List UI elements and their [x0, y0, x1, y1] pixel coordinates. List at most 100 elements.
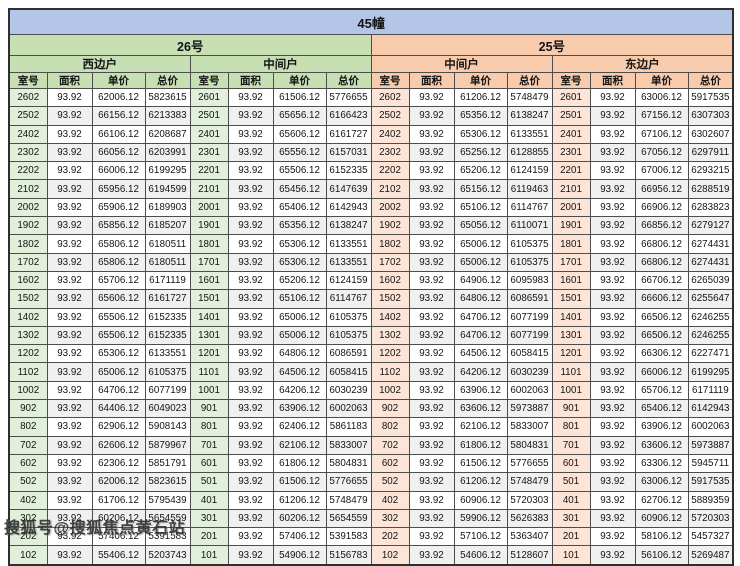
cell-total-price: 5748479	[506, 472, 553, 492]
cell-total-price: 6133551	[144, 344, 191, 364]
cell-room: 202	[370, 527, 410, 547]
cell-total-price: 5776655	[506, 453, 553, 474]
cell-unit-price: 58106.12	[634, 527, 689, 547]
cell-area: 93.92	[589, 179, 636, 199]
cell-total-price: 6293215	[687, 161, 734, 181]
cell-unit-price: 67156.12	[634, 106, 689, 126]
cell-area: 93.92	[46, 453, 93, 474]
cell-unit-price: 66106.12	[91, 124, 146, 144]
cell-room: 2202	[370, 161, 410, 181]
cell-unit-price: 63906.12	[272, 399, 327, 419]
cell-room: 102	[370, 545, 410, 566]
cell-total-price: 5973887	[506, 399, 553, 419]
cell-total-price: 5851791	[144, 453, 191, 474]
cell-room: 401	[551, 490, 591, 510]
cell-total-price: 5804831	[506, 435, 553, 455]
col-header-unit-price: 单价	[272, 72, 327, 89]
col-header-area: 面积	[46, 72, 93, 89]
building-title: 45幢	[8, 8, 734, 35]
cell-total-price: 5917535	[687, 472, 734, 492]
cell-room: 402	[8, 490, 48, 510]
cell-area: 93.92	[589, 399, 636, 419]
cell-total-price: 6128855	[506, 142, 553, 163]
cell-area: 93.92	[227, 545, 274, 566]
cell-room: 2002	[370, 197, 410, 218]
cell-total-price: 6049023	[144, 399, 191, 419]
cell-area: 93.92	[589, 216, 636, 236]
col-header-total-price: 总价	[325, 72, 372, 89]
cell-room: 1002	[370, 380, 410, 401]
cell-total-price: 6133551	[325, 234, 372, 254]
cell-unit-price: 65956.12	[91, 179, 146, 199]
cell-area: 93.92	[589, 124, 636, 144]
cell-area: 93.92	[46, 179, 93, 199]
cell-unit-price: 65706.12	[91, 270, 146, 291]
cell-area: 93.92	[227, 325, 274, 346]
table-row: 2602 93.92 62006.12 5823615 2601 93.92 61506.1…	[8, 87, 734, 108]
cell-total-price: 6227471	[687, 344, 734, 364]
cell-room: 802	[370, 417, 410, 437]
table-row: 1502 93.92 65606.12 6161727 1501 93.92 65106.1…	[8, 289, 734, 309]
cell-room: 2402	[8, 124, 48, 144]
cell-room: 2601	[189, 87, 229, 108]
cell-unit-price: 66806.12	[634, 252, 689, 272]
cell-room: 2001	[551, 197, 591, 218]
cell-room: 501	[551, 472, 591, 492]
cell-unit-price: 65456.12	[272, 179, 327, 199]
cell-area: 93.92	[227, 344, 274, 364]
cell-room: 902	[8, 399, 48, 419]
cell-area: 93.92	[589, 527, 636, 547]
cell-room: 1902	[370, 216, 410, 236]
cell-area: 93.92	[46, 197, 93, 218]
cell-total-price: 5973887	[687, 435, 734, 455]
cell-room: 1801	[189, 234, 229, 254]
cell-area: 93.92	[46, 142, 93, 163]
cell-room: 501	[189, 472, 229, 492]
cell-unit-price: 64806.12	[272, 344, 327, 364]
cell-room: 1202	[370, 344, 410, 364]
cell-total-price: 5391583	[144, 527, 191, 547]
cell-total-price: 6133551	[325, 252, 372, 272]
cell-total-price: 6147639	[325, 179, 372, 199]
cell-unit-price: 66006.12	[634, 362, 689, 382]
cell-room: 1002	[8, 380, 48, 401]
cell-room: 1402	[370, 307, 410, 327]
cell-room: 2302	[8, 142, 48, 163]
cell-room: 1901	[189, 216, 229, 236]
cell-unit-price: 61806.12	[272, 453, 327, 474]
cell-total-price: 6274431	[687, 252, 734, 272]
cell-total-price: 6058415	[506, 344, 553, 364]
cell-room: 902	[370, 399, 410, 419]
cell-unit-price: 66956.12	[634, 179, 689, 199]
cell-total-price: 6124159	[506, 161, 553, 181]
cell-total-price: 5917535	[687, 87, 734, 108]
cell-area: 93.92	[589, 197, 636, 218]
cell-total-price: 6002063	[687, 417, 734, 437]
cell-area: 93.92	[227, 490, 274, 510]
cell-total-price: 6274431	[687, 234, 734, 254]
cell-room: 302	[370, 508, 410, 529]
cell-room: 801	[189, 417, 229, 437]
table-row: 802 93.92 62906.12 5908143 801 93.92 62406.12 5…	[8, 417, 734, 437]
cell-unit-price: 59906.12	[453, 508, 508, 529]
cell-area: 93.92	[46, 490, 93, 510]
table-row: 402 93.92 61706.12 5795439 401 93.92 61206.12 5…	[8, 490, 734, 510]
cell-unit-price: 63606.12	[453, 399, 508, 419]
cell-unit-price: 65006.12	[91, 362, 146, 382]
cell-unit-price: 65206.12	[272, 270, 327, 291]
cell-area: 93.92	[227, 453, 274, 474]
cell-unit-price: 66006.12	[91, 161, 146, 181]
cell-total-price: 5889359	[687, 490, 734, 510]
cell-room: 1102	[370, 362, 410, 382]
cell-area: 93.92	[46, 545, 93, 566]
cell-area: 93.92	[408, 252, 455, 272]
cell-total-price: 5156783	[325, 545, 372, 566]
cell-total-price: 5823615	[144, 87, 191, 108]
cell-unit-price: 65006.12	[453, 234, 508, 254]
cell-room: 701	[551, 435, 591, 455]
cell-room: 1202	[8, 344, 48, 364]
cell-total-price: 6086591	[506, 289, 553, 309]
cell-total-price: 5861183	[325, 417, 372, 437]
cell-total-price: 6161727	[325, 124, 372, 144]
cell-total-price: 6002063	[506, 380, 553, 401]
